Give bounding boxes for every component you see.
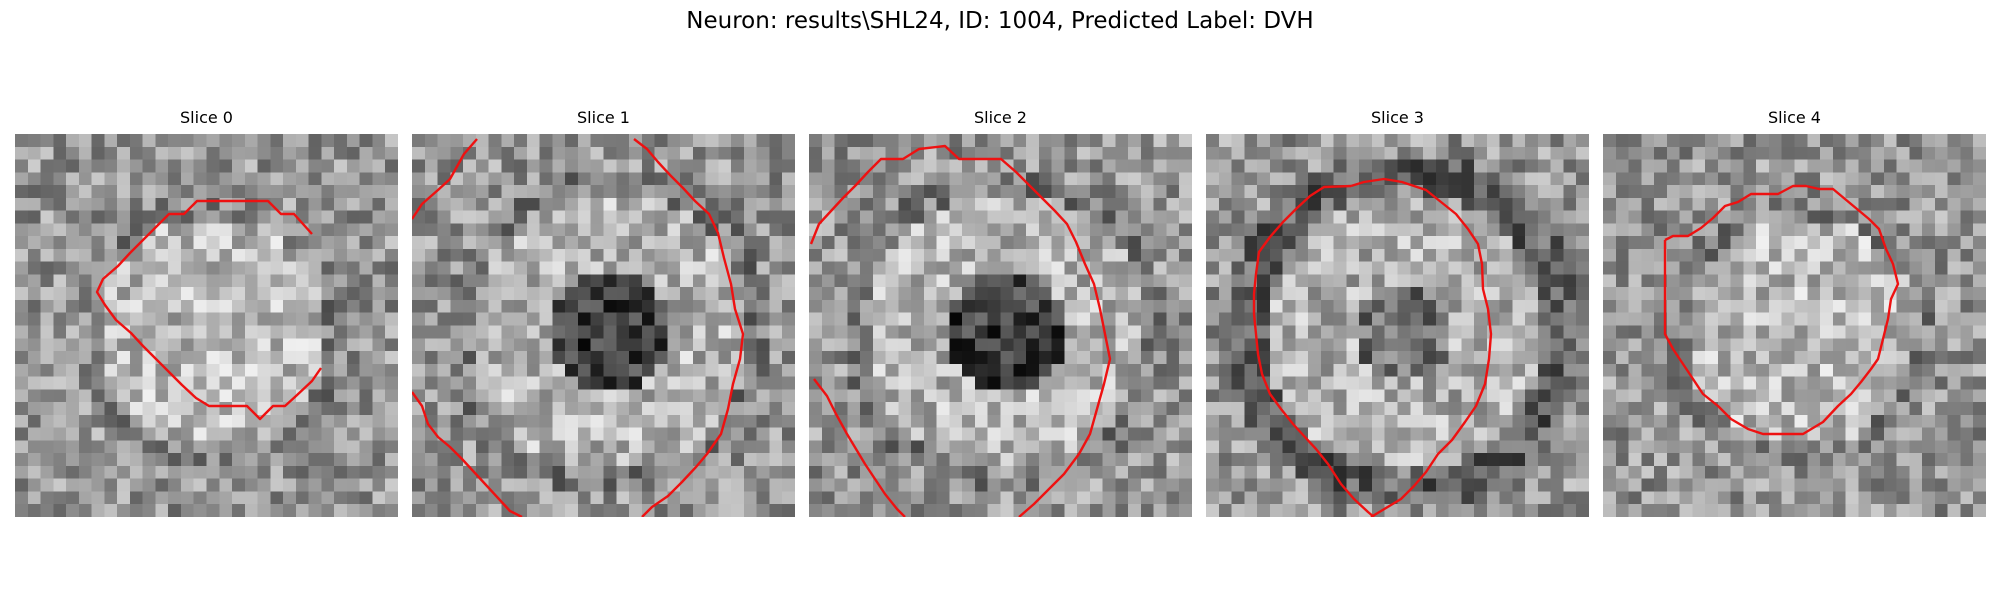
slice-image	[1206, 134, 1589, 517]
roi-contour	[412, 391, 523, 517]
roi-contour	[1663, 184, 1900, 436]
slice-image	[1603, 134, 1986, 517]
slice-panel-4: Slice 4	[1603, 108, 1986, 528]
slice-title: Slice 2	[974, 108, 1027, 127]
figure-title: Neuron: results\SHL24, ID: 1004, Predict…	[686, 8, 1314, 34]
slice-image	[15, 134, 398, 517]
roi-contour	[1252, 184, 1375, 517]
slice-panel-3: Slice 3	[1206, 108, 1589, 528]
slice-title: Slice 4	[1768, 108, 1821, 127]
slice-panel-2: Slice 2	[809, 108, 1192, 528]
roi-contour	[95, 199, 322, 421]
roi-contour	[633, 138, 745, 517]
roi-contour	[813, 378, 906, 517]
slice-title: Slice 1	[577, 108, 630, 127]
slice-overlay	[809, 144, 1112, 517]
slice-overlay	[95, 199, 322, 421]
roi-contour	[809, 144, 1112, 517]
slice-image	[809, 134, 1192, 517]
slice-title: Slice 3	[1371, 108, 1424, 127]
roi-contour	[412, 138, 478, 220]
slice-overlay	[1252, 177, 1493, 517]
roi-contour	[1350, 177, 1493, 517]
slice-title: Slice 0	[180, 108, 233, 127]
slice-overlay	[1663, 184, 1900, 436]
slice-panel-0: Slice 0	[15, 108, 398, 528]
slice-overlay	[412, 138, 745, 517]
slice-image	[412, 134, 795, 517]
slice-panel-1: Slice 1	[412, 108, 795, 528]
